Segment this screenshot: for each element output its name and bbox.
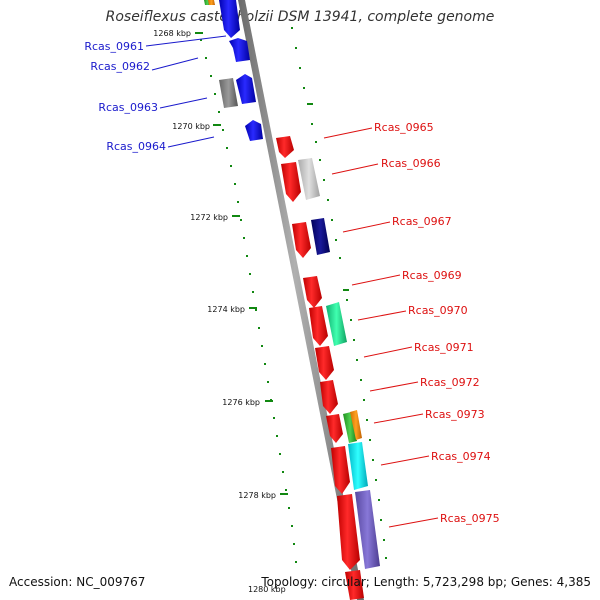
label-leader (323, 127, 373, 139)
label-leader (145, 35, 227, 47)
right-gene-labels: Rcas_0965 Rcas_0966 Rcas_0967 Rcas_0969 … (323, 121, 500, 528)
inner-dotted-track (200, 39, 297, 563)
ruler: 1268 kbp 1270 kbp 1272 kbp 1274 kbp 1276… (153, 29, 288, 594)
gene-label: Rcas_0969 (402, 269, 462, 282)
label-leader (151, 57, 199, 71)
gene-arrow (298, 158, 320, 200)
gene-label: Rcas_0972 (420, 376, 480, 389)
label-leader (369, 381, 419, 392)
outer-dotted-track (291, 27, 387, 559)
ruler-label: 1268 kbp (153, 29, 191, 38)
gene-arrow (292, 222, 311, 258)
gene-label: Rcas_0971 (414, 341, 474, 354)
gene-arrow (350, 410, 362, 440)
label-leader (331, 163, 379, 175)
ruler-label: 1274 kbp (207, 305, 245, 314)
ruler-label: 1272 kbp (190, 213, 228, 222)
gene-arrow (229, 38, 250, 62)
ruler-label: 1280 kbp (248, 585, 286, 594)
label-leader (373, 413, 424, 424)
gene-arrow (345, 570, 364, 600)
gene-arrow (331, 446, 350, 494)
gene-label: Rcas_0974 (431, 450, 491, 463)
label-leader (357, 310, 407, 321)
forward-strand-genes (276, 136, 380, 600)
accession-text: Accession: NC_009767 (9, 575, 146, 589)
label-leader (363, 346, 413, 358)
ruler-label: 1276 kbp (222, 398, 260, 407)
gene-arrow (219, 78, 238, 108)
gene-label: Rcas_0970 (408, 304, 468, 317)
gene-arrow (343, 412, 357, 443)
gene-arrow (276, 136, 294, 158)
gene-arrow (326, 302, 347, 346)
gene-label: Rcas_0973 (425, 408, 485, 421)
gene-label: Rcas_0966 (381, 157, 441, 170)
label-leader (342, 221, 391, 233)
label-leader (351, 274, 401, 286)
gene-arrow (311, 218, 330, 255)
label-leader (159, 97, 208, 109)
gene-label: Rcas_0975 (440, 512, 500, 525)
gene-label: Rcas_0961 (84, 40, 144, 53)
ruler-label: 1278 kbp (238, 491, 276, 500)
gene-label: Rcas_0963 (98, 101, 158, 114)
gene-label: Rcas_0964 (106, 140, 166, 153)
label-leader (167, 136, 215, 148)
gene-arrow (303, 276, 322, 308)
reverse-strand-genes (204, 0, 263, 141)
gene-label: Rcas_0967 (392, 215, 452, 228)
gene-label: Rcas_0965 (374, 121, 434, 134)
gene-arrow (219, 0, 240, 38)
gene-arrow (326, 414, 343, 443)
map-title: Roseiflexus castenholzii DSM 13941, comp… (105, 9, 495, 25)
gene-arrow (236, 74, 256, 104)
gene-arrow (309, 306, 328, 346)
gene-label: Rcas_0962 (90, 60, 150, 73)
gene-arrow (245, 120, 263, 141)
gene-arrow (281, 162, 301, 202)
label-leader (380, 455, 430, 466)
gene-arrow (337, 494, 360, 570)
gene-arrow (348, 442, 368, 490)
left-gene-labels: Rcas_0961 Rcas_0962 Rcas_0963 Rcas_0964 (84, 35, 227, 153)
label-leader (388, 517, 439, 528)
topology-text: Topology: circular; Length: 5,723,298 bp… (261, 575, 591, 589)
gene-arrow (320, 380, 338, 414)
gene-arrow (315, 346, 334, 380)
ruler-label: 1270 kbp (172, 122, 210, 131)
gene-arrow (208, 0, 215, 5)
gene-arrow (355, 490, 380, 569)
